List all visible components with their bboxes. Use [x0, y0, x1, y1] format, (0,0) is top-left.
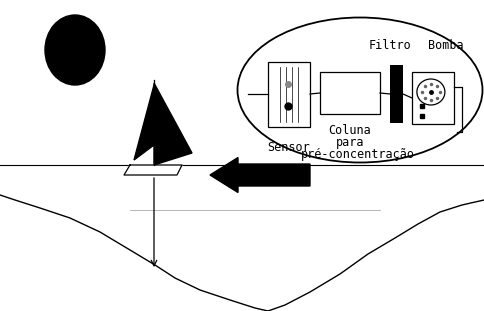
Bar	[320, 72, 380, 114]
Text: Bomba: Bomba	[428, 39, 464, 52]
Polygon shape	[124, 165, 182, 175]
Text: Coluna: Coluna	[329, 124, 371, 137]
Text: Filtro: Filtro	[369, 39, 411, 52]
Bar	[268, 62, 310, 127]
Text: Sensor: Sensor	[268, 141, 310, 154]
Text: para: para	[336, 136, 364, 149]
Bar	[412, 72, 454, 124]
FancyArrow shape	[210, 157, 310, 193]
Polygon shape	[154, 83, 192, 165]
Ellipse shape	[45, 15, 105, 85]
Bar	[390, 65, 403, 123]
Polygon shape	[134, 85, 154, 160]
Text: pré-concentração: pré-concentração	[301, 148, 415, 161]
